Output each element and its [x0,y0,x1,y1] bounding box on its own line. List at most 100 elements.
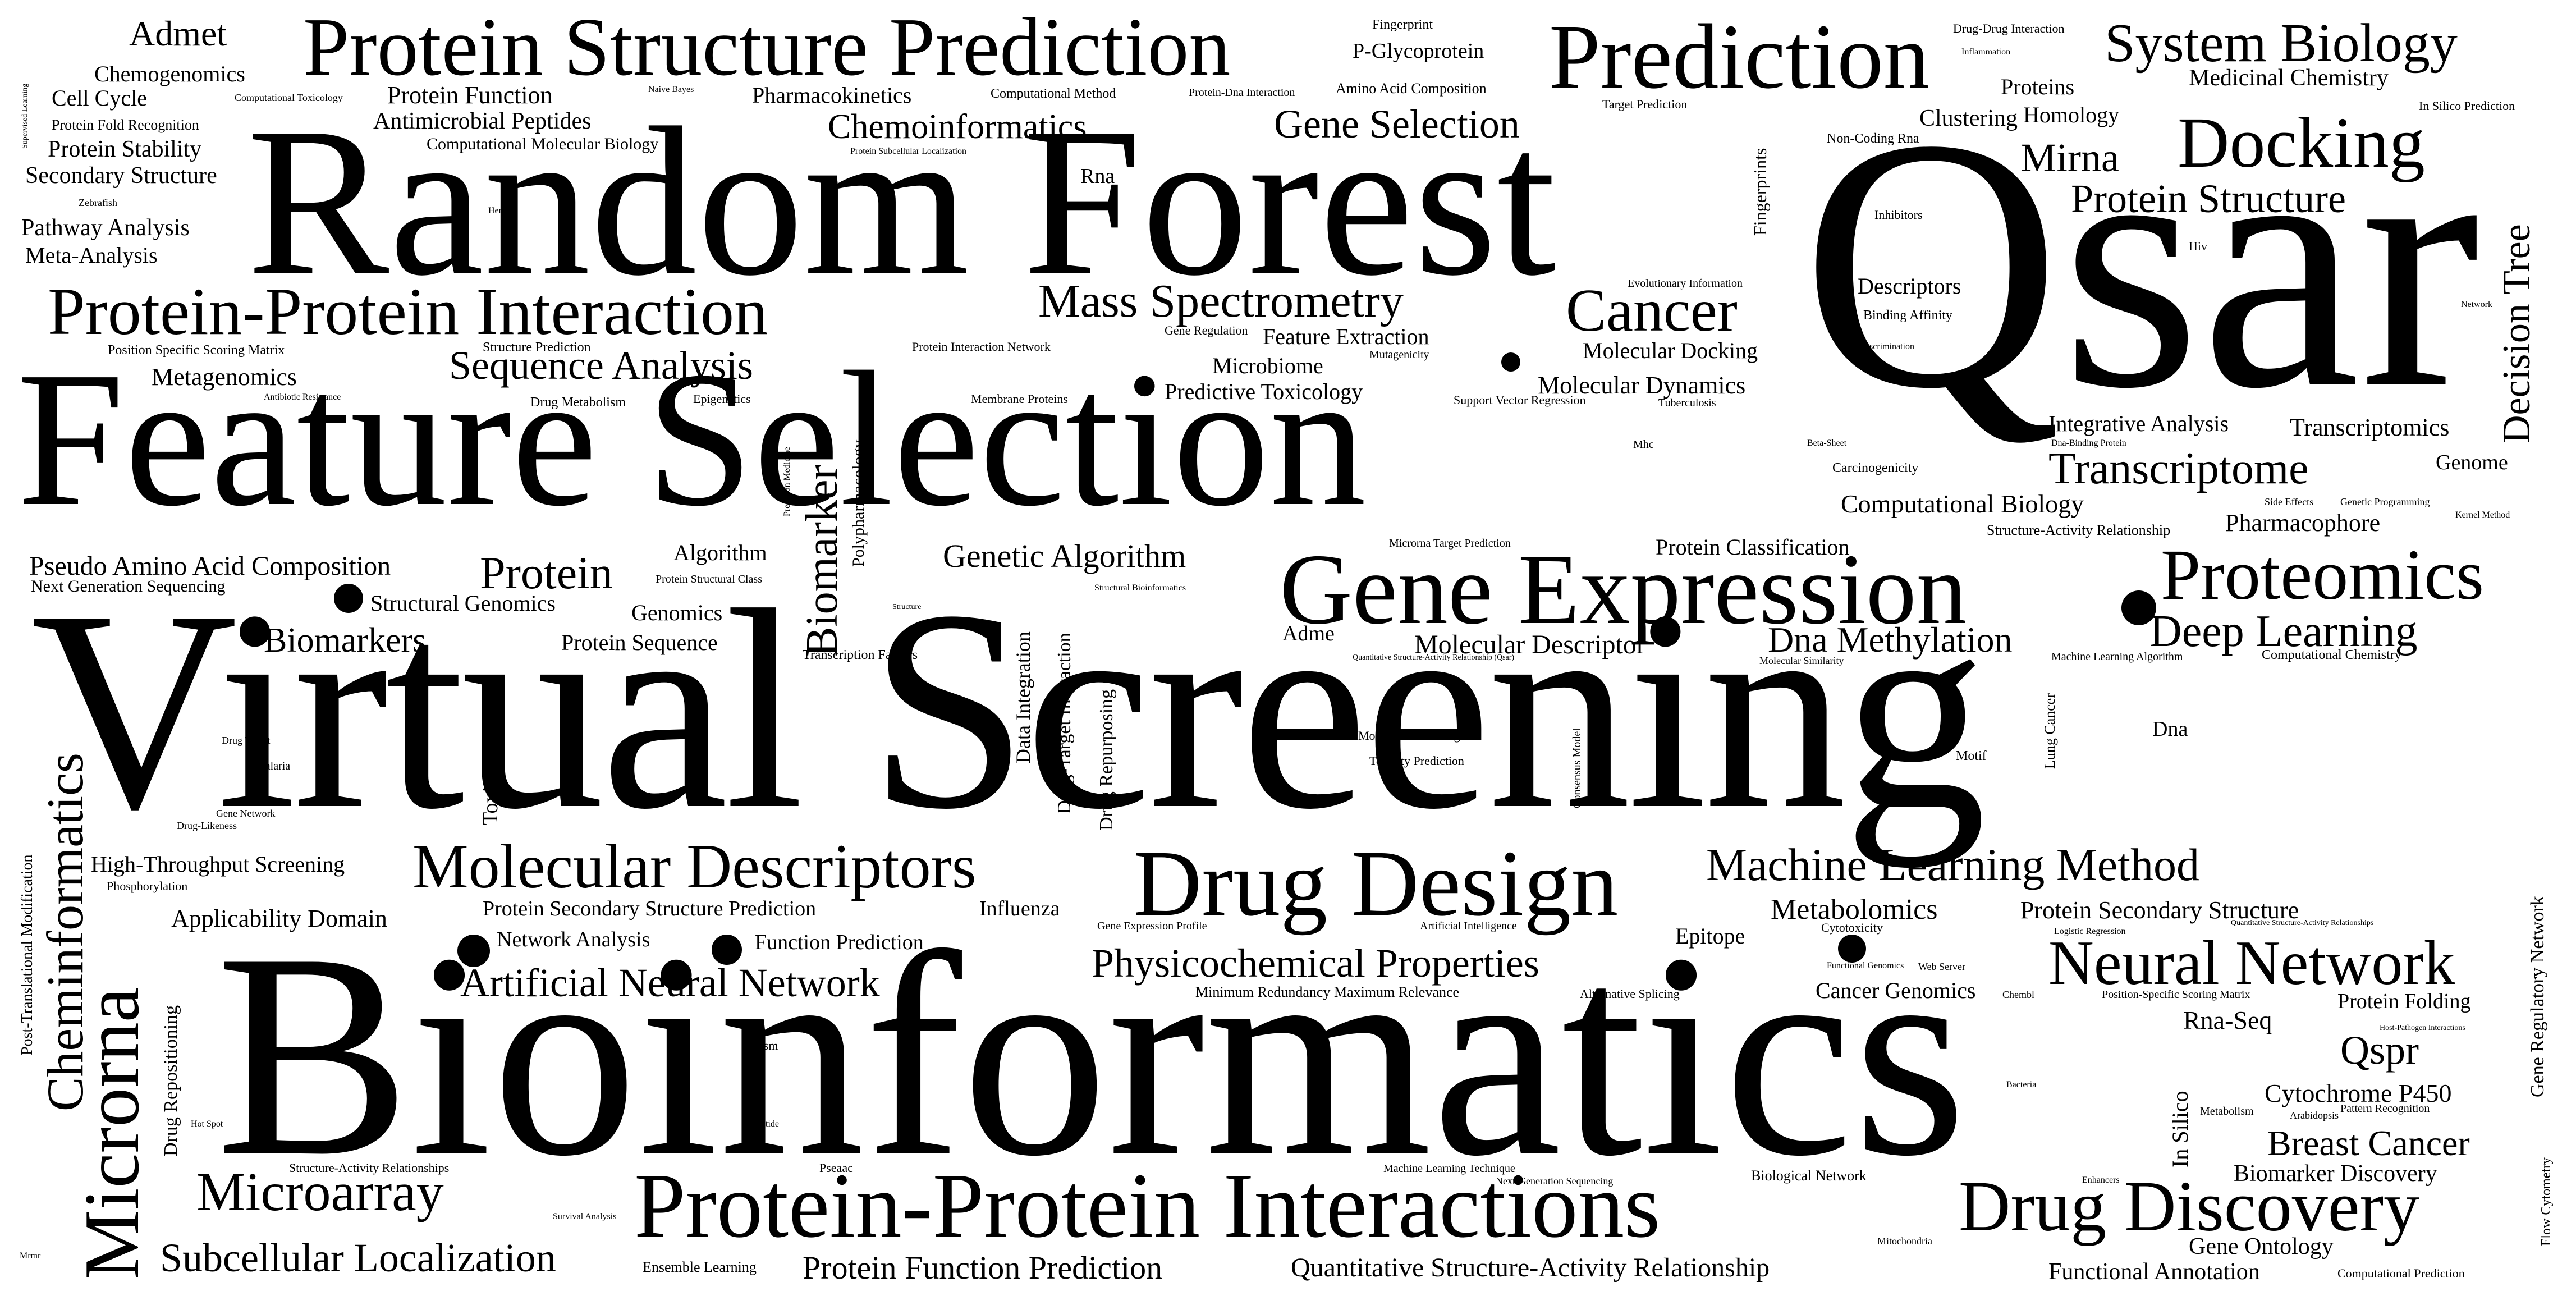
word-physicochemical-properties: Physicochemical Properties [1092,941,1539,986]
word-drug-drug-interaction: Drug-Drug Interaction [1953,21,2065,35]
word-lung-cancer: Lung Cancer [2042,693,2058,769]
word-computational-chemistry: Computational Chemistry [2262,648,2401,662]
word-computational-toxicology: Computational Toxicology [235,92,343,103]
word-bioinformatics: Bioinformatics [216,894,1967,1216]
word-biomarker: Biomarker [797,464,847,657]
word-beta-sheet: Beta-Sheet [1807,438,1847,448]
word-qsar: Qsar [1802,65,2480,463]
word-functional-annotation: Functional Annotation [2048,1259,2260,1285]
word-drug-repositioning: Drug Repositioning [161,1005,181,1156]
word-chemoinformatics: Chemoinformatics [828,108,1087,146]
word-microrna-target-prediction: Microrna Target Prediction [1389,537,1511,550]
dot [457,935,490,967]
word-protein-dna-interaction: Protein-Dna Interaction [1189,86,1295,99]
word-cancer-genomics: Cancer Genomics [1816,978,1976,1003]
word-next-generation-sequencing: Next Generation Sequencing [31,577,226,596]
word-antibiotic-resistance: Antibiotic Resistance [264,392,341,402]
word-cancer: Cancer [1566,277,1738,344]
word-hot-spot: Hot Spot [191,1119,223,1129]
word-evolutionary-information: Evolutionary Information [1628,277,1743,290]
word-epitope: Epitope [1675,923,1745,949]
word-chemogenomics: Chemogenomics [94,61,245,86]
word-network: Network [2461,300,2492,309]
word-artificial-intelligence: Artificial Intelligence [1420,920,1517,932]
word-malaria: Malaria [255,760,291,772]
word-proteomics: Proteomics [2161,535,2484,615]
dot [2121,590,2156,625]
word-function-prediction: Function Prediction [755,931,924,954]
word-dna-methylation: Dna Methylation [1768,620,2013,660]
word-sar-plural: Structure-Activity Relationships [289,1161,450,1175]
word-molecular-similarity: Molecular Similarity [1759,655,1844,666]
word-supervised-learning: Supervised Learning [21,83,29,149]
dot [334,584,363,613]
word-non-coding-rna: Non-Coding Rna [1827,131,1919,146]
word-protein-protein-interaction: Protein-Protein Interaction [48,274,768,349]
word-logistic-regression: Logistic Regression [2054,927,2126,936]
word-pharmacophore: Pharmacophore [2225,509,2381,537]
word-predictive-toxicology: Predictive Toxicology [1165,379,1363,404]
word-clustering: Clustering [1919,106,2018,131]
word-biological-network: Biological Network [1751,1167,1867,1184]
word-computational-biology: Computational Biology [1841,489,2084,518]
word-artificial-neural-network: Artificial Neural Network [460,960,880,1005]
word-machine-learning-method: Machine Learning Method [1706,839,2199,890]
word-machine-learning-technique: Machine Learning Technique [1383,1162,1515,1175]
word-system-biology: System Biology [2105,13,2458,74]
word-peptide: Peptide [752,1119,779,1129]
word-protein-secondary-structure-prediction: Protein Secondary Structure Prediction [483,897,817,921]
word-protein-fold-recognition: Protein Fold Recognition [52,117,199,133]
word-discrimination: Discrimination [1860,342,1914,351]
word-toxicity-prediction: Toxicity Prediction [1369,754,1464,768]
word-metabolism: Metabolism [2200,1105,2254,1118]
word-protein-function-prediction: Protein Function Prediction [803,1249,1163,1286]
word-position-specific-scoring-matrix: Position Specific Scoring Matrix [108,343,285,358]
word-hiv: Hiv [2189,239,2207,253]
word-in-silico: In Silico [2167,1091,2193,1167]
word-biomarkers: Biomarkers [264,621,427,660]
word-computational-method: Computational Method [991,86,1116,101]
word-biomarker-discovery: Biomarker Discovery [2234,1161,2437,1187]
word-transcriptome: Transcriptome [2048,444,2309,493]
word-transcription-factors: Transcription Factors [803,648,918,662]
word-mitochondria: Mitochondria [1877,1235,1932,1247]
word-flow-cytometry: Flow Cytometry [2539,1157,2554,1246]
word-protein-sequence: Protein Sequence [561,630,718,655]
word-microarray: Microarray [196,1162,444,1222]
word-prediction: Prediction [1549,5,1930,108]
word-pssm: Pssm [752,1038,778,1052]
word-protein-classification: Protein Classification [1656,534,1850,560]
word-dna: Dna [2152,717,2188,741]
word-rna: Rna [1080,164,1115,188]
word-minimum-redundancy: Minimum Redundancy Maximum Relevance [1195,984,1460,1000]
word-sar: Structure-Activity Relationship [1987,522,2171,538]
word-herg: Herg [488,206,506,216]
word-naive-bayes: Naive Bayes [648,85,694,94]
word-subcellular-localization: Subcellular Localization [160,1235,556,1280]
word-transcriptomics: Transcriptomics [2290,414,2450,441]
word-drug-discovery: Drug Discovery [1959,1166,2420,1246]
word-membrane-proteins: Membrane Proteins [971,392,1068,406]
word-docking: Docking [2178,103,2425,182]
word-protein-structural-class: Protein Structural Class [656,573,762,585]
word-structural-bioinformatics: Structural Bioinformatics [1094,583,1186,593]
word-proteins: Proteins [2001,74,2075,99]
word-inhibitors: Inhibitors [1874,208,1923,222]
word-protein-secondary-structure: Protein Secondary Structure [2020,896,2299,924]
word-side-effects: Side Effects [2265,496,2314,507]
word-consensus-model: Consensus Model [1571,728,1583,808]
word-molecular-dynamics: Molecular Dynamics [1538,372,1746,399]
word-descriptors: Descriptors [1858,273,1961,299]
word-gene-regulation: Gene Regulation [1165,323,1248,337]
dot [1501,352,1520,372]
word-data-integration: Data Integration [1012,631,1034,763]
word-admet: Admet [129,13,227,53]
word-p-glycoprotein: P-Glycoprotein [1353,39,1484,63]
word-protein-function: Protein Function [387,81,553,109]
word-enhancers: Enhancers [2082,1175,2120,1185]
word-inflammation: Inflammation [1961,47,2011,57]
word-homology: Homology [2023,102,2120,127]
word-genetic-programming: Genetic Programming [2340,496,2430,507]
word-protein-subcellular-localization: Protein Subcellular Localization [850,146,967,156]
